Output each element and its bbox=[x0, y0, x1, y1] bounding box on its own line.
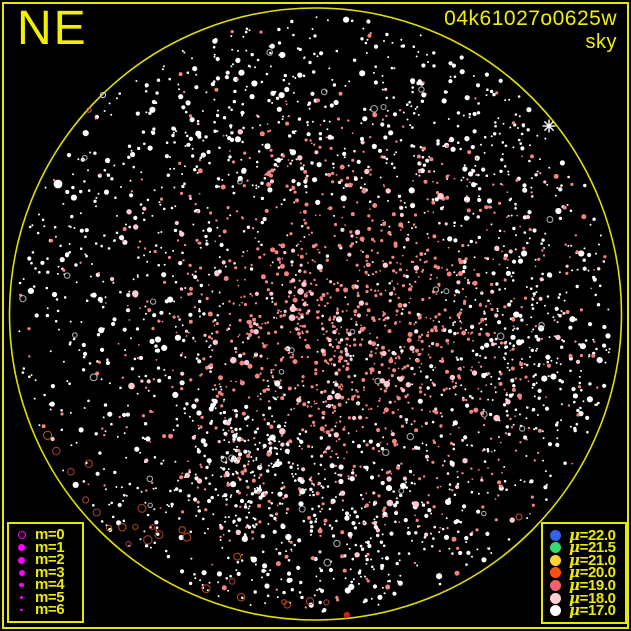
legend-label: μ=21.0 bbox=[569, 550, 616, 569]
legend-label: μ=18.0 bbox=[569, 588, 616, 607]
magnitude-marker-icon bbox=[13, 531, 30, 539]
legend-label: μ=19.0 bbox=[569, 576, 616, 595]
legend-label: m=5 bbox=[35, 588, 65, 606]
plot-title: 04k61027o0625w bbox=[444, 7, 617, 30]
surface-brightness-marker-icon bbox=[547, 567, 564, 579]
magnitude-marker-icon bbox=[13, 582, 30, 588]
orientation-label: NE bbox=[17, 2, 88, 55]
legend-row: m=5 bbox=[13, 588, 78, 606]
legend-label: μ=21.5 bbox=[569, 538, 616, 557]
surface-brightness-marker-icon bbox=[547, 554, 564, 566]
legend-row: m=0 bbox=[13, 526, 78, 543]
magnitude-marker-icon bbox=[13, 569, 30, 576]
legend-label: m=2 bbox=[35, 551, 65, 568]
magnitude-marker-icon bbox=[13, 543, 30, 552]
legend-row: m=4 bbox=[13, 576, 78, 593]
legend-row: μ=22.0 bbox=[547, 525, 621, 544]
legend-row: μ=21.0 bbox=[547, 550, 621, 569]
magnitude-marker-icon bbox=[13, 608, 30, 612]
legend-row: m=6 bbox=[13, 601, 78, 618]
surface-brightness-marker-icon bbox=[547, 542, 564, 554]
legend-row: m=3 bbox=[13, 563, 78, 581]
surface-brightness-marker-icon bbox=[547, 592, 564, 604]
legend-row: m=2 bbox=[13, 551, 78, 568]
special-star-marks bbox=[53, 91, 556, 619]
legend-label: μ=22.0 bbox=[569, 525, 616, 544]
legend-label: m=4 bbox=[35, 576, 65, 593]
surface-brightness-marker-icon bbox=[547, 529, 564, 541]
legend-row: m=1 bbox=[13, 538, 78, 556]
legend-row: μ=17.0 bbox=[547, 601, 621, 620]
legend-label: μ=17.0 bbox=[569, 601, 616, 620]
legend-label: m=0 bbox=[35, 526, 65, 543]
surface-brightness-legend: μ=22.0 μ=21.5 μ=21.0 μ=20.0 μ=19.0 μ=18.0 μ=17… bbox=[541, 522, 627, 624]
magnitude-legend: m=0 m=1 m=2 m=3 m=4 m=5 m=6 bbox=[7, 522, 84, 623]
magnitude-marker-icon bbox=[13, 595, 30, 600]
plot-boundary-circle bbox=[8, 7, 623, 621]
title-block: 04k61027o0625w sky bbox=[444, 7, 617, 53]
star-field bbox=[18, 16, 611, 613]
legend-label: m=6 bbox=[35, 601, 65, 618]
legend-row: μ=19.0 bbox=[547, 576, 621, 595]
legend-label: m=1 bbox=[35, 538, 65, 556]
surface-brightness-marker-icon bbox=[547, 605, 564, 617]
magnitude-marker-icon bbox=[13, 556, 30, 564]
surface-brightness-marker-icon bbox=[547, 580, 564, 592]
legend-row: μ=18.0 bbox=[547, 588, 621, 607]
legend-label: μ=20.0 bbox=[569, 563, 616, 582]
plot-subtitle: sky bbox=[585, 30, 617, 53]
legend-label: m=3 bbox=[35, 563, 65, 581]
legend-row: μ=21.5 bbox=[547, 538, 621, 557]
legend-row: μ=20.0 bbox=[547, 563, 621, 582]
